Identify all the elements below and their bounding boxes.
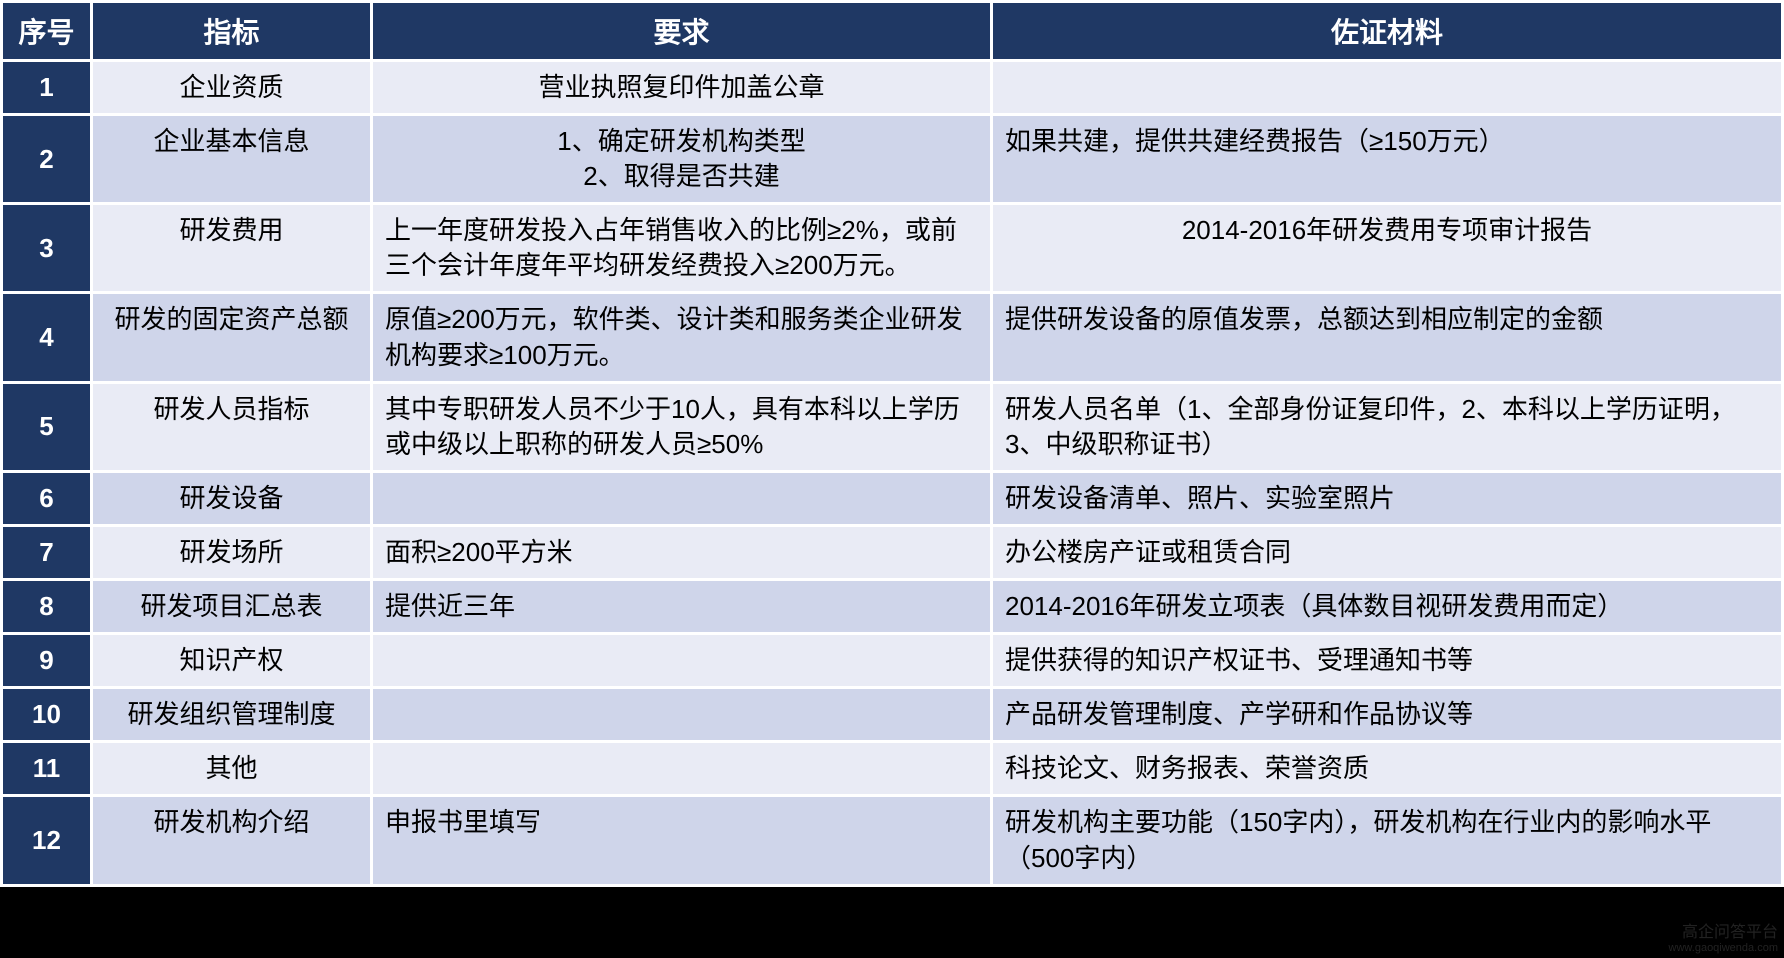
- cell-indicator: 研发人员指标: [92, 382, 372, 471]
- cell-indicator: 研发设备: [92, 471, 372, 525]
- cell-evidence: 办公楼房产证或租赁合同: [992, 525, 1783, 579]
- cell-evidence: [992, 61, 1783, 115]
- table-row: 6研发设备 研发设备清单、照片、实验室照片: [2, 471, 1783, 525]
- cell-requirement: 提供近三年: [372, 580, 992, 634]
- cell-evidence: 提供获得的知识产权证书、受理通知书等: [992, 634, 1783, 688]
- cell-indicator: 研发费用: [92, 204, 372, 293]
- table-row: 9知识产权 提供获得的知识产权证书、受理通知书等: [2, 634, 1783, 688]
- cell-requirement: [372, 742, 992, 796]
- cell-requirement: 1、确定研发机构类型2、取得是否共建: [372, 115, 992, 204]
- cell-evidence: 科技论文、财务报表、荣誉资质: [992, 742, 1783, 796]
- cell-seq: 10: [2, 688, 92, 742]
- watermark: 高企问答平台 www.gaoqiwenda.com: [1669, 924, 1778, 954]
- col-header-evidence: 佐证材料: [992, 2, 1783, 61]
- cell-requirement: [372, 688, 992, 742]
- cell-seq: 8: [2, 580, 92, 634]
- cell-evidence: 2014-2016年研发费用专项审计报告: [992, 204, 1783, 293]
- cell-seq: 11: [2, 742, 92, 796]
- cell-requirement: 上一年度研发投入占年销售收入的比例≥2%，或前三个会计年度年平均研发经费投入≥2…: [372, 204, 992, 293]
- cell-evidence: 如果共建，提供共建经费报告（≥150万元）: [992, 115, 1783, 204]
- cell-evidence: 研发机构主要功能（150字内），研发机构在行业内的影响水平（500字内）: [992, 796, 1783, 885]
- criteria-table: 序号 指标 要求 佐证材料 1企业资质营业执照复印件加盖公章2企业基本信息1、确…: [0, 0, 1784, 887]
- cell-seq: 12: [2, 796, 92, 885]
- cell-indicator: 研发组织管理制度: [92, 688, 372, 742]
- watermark-url: www.gaoqiwenda.com: [1669, 942, 1778, 954]
- table-row: 10研发组织管理制度 产品研发管理制度、产学研和作品协议等: [2, 688, 1783, 742]
- cell-evidence: 研发人员名单（1、全部身份证复印件，2、本科以上学历证明，3、中级职称证书）: [992, 382, 1783, 471]
- table-row: 12研发机构介绍申报书里填写研发机构主要功能（150字内），研发机构在行业内的影…: [2, 796, 1783, 885]
- col-header-seq: 序号: [2, 2, 92, 61]
- table-row: 7研发场所面积≥200平方米办公楼房产证或租赁合同: [2, 525, 1783, 579]
- table-row: 1企业资质营业执照复印件加盖公章: [2, 61, 1783, 115]
- cell-indicator: 知识产权: [92, 634, 372, 688]
- cell-requirement: 营业执照复印件加盖公章: [372, 61, 992, 115]
- col-header-requirement: 要求: [372, 2, 992, 61]
- cell-evidence: 产品研发管理制度、产学研和作品协议等: [992, 688, 1783, 742]
- cell-indicator: 企业资质: [92, 61, 372, 115]
- table-row: 2企业基本信息1、确定研发机构类型2、取得是否共建如果共建，提供共建经费报告（≥…: [2, 115, 1783, 204]
- cell-seq: 6: [2, 471, 92, 525]
- cell-requirement: 其中专职研发人员不少于10人，具有本科以上学历或中级以上职称的研发人员≥50%: [372, 382, 992, 471]
- watermark-title: 高企问答平台: [1669, 924, 1778, 942]
- cell-seq: 1: [2, 61, 92, 115]
- table-body: 1企业资质营业执照复印件加盖公章2企业基本信息1、确定研发机构类型2、取得是否共…: [2, 61, 1783, 886]
- criteria-table-container: 序号 指标 要求 佐证材料 1企业资质营业执照复印件加盖公章2企业基本信息1、确…: [0, 0, 1784, 887]
- cell-seq: 7: [2, 525, 92, 579]
- cell-indicator: 其他: [92, 742, 372, 796]
- cell-evidence: 提供研发设备的原值发票，总额达到相应制定的金额: [992, 293, 1783, 382]
- table-row: 3研发费用上一年度研发投入占年销售收入的比例≥2%，或前三个会计年度年平均研发经…: [2, 204, 1783, 293]
- cell-requirement: 面积≥200平方米: [372, 525, 992, 579]
- cell-seq: 9: [2, 634, 92, 688]
- cell-indicator: 企业基本信息: [92, 115, 372, 204]
- cell-requirement: [372, 634, 992, 688]
- table-row: 4研发的固定资产总额原值≥200万元，软件类、设计类和服务类企业研发机构要求≥1…: [2, 293, 1783, 382]
- cell-seq: 4: [2, 293, 92, 382]
- table-row: 11其他 科技论文、财务报表、荣誉资质: [2, 742, 1783, 796]
- table-row: 8研发项目汇总表提供近三年2014-2016年研发立项表（具体数目视研发费用而定…: [2, 580, 1783, 634]
- col-header-indicator: 指标: [92, 2, 372, 61]
- cell-requirement: 申报书里填写: [372, 796, 992, 885]
- table-row: 5研发人员指标其中专职研发人员不少于10人，具有本科以上学历或中级以上职称的研发…: [2, 382, 1783, 471]
- cell-indicator: 研发场所: [92, 525, 372, 579]
- cell-requirement: [372, 471, 992, 525]
- cell-seq: 5: [2, 382, 92, 471]
- cell-indicator: 研发的固定资产总额: [92, 293, 372, 382]
- cell-indicator: 研发机构介绍: [92, 796, 372, 885]
- cell-evidence: 2014-2016年研发立项表（具体数目视研发费用而定）: [992, 580, 1783, 634]
- cell-requirement: 原值≥200万元，软件类、设计类和服务类企业研发机构要求≥100万元。: [372, 293, 992, 382]
- cell-seq: 2: [2, 115, 92, 204]
- cell-evidence: 研发设备清单、照片、实验室照片: [992, 471, 1783, 525]
- cell-indicator: 研发项目汇总表: [92, 580, 372, 634]
- cell-seq: 3: [2, 204, 92, 293]
- table-header-row: 序号 指标 要求 佐证材料: [2, 2, 1783, 61]
